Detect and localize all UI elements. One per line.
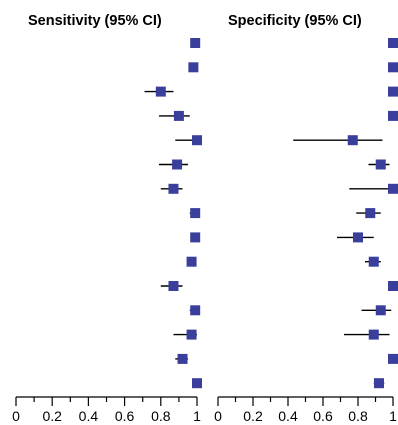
sensitivity-point-estimate xyxy=(177,353,188,364)
specificity-point-estimate xyxy=(368,329,379,340)
sensitivity-tick-label: 0 xyxy=(12,408,20,424)
specificity-point-estimate xyxy=(388,86,398,97)
specificity-point-estimate xyxy=(388,183,398,194)
sensitivity-point-estimate xyxy=(188,62,199,73)
sensitivity-tick-label: 0.8 xyxy=(151,408,171,424)
specificity-point-estimate xyxy=(353,232,363,243)
specificity-tick-label: 0 xyxy=(214,408,222,424)
specificity-point-estimate xyxy=(388,38,398,48)
specificity-point-estimate xyxy=(388,110,398,121)
specificity-tick-label: 0.6 xyxy=(313,408,333,424)
specificity-tick-label: 1 xyxy=(389,408,397,424)
specificity-point-estimate xyxy=(347,135,358,146)
sensitivity-point-estimate xyxy=(168,281,179,291)
sensitivity-point-estimate xyxy=(190,305,201,316)
specificity-point-estimate xyxy=(374,378,384,389)
sensitivity-point-estimate xyxy=(192,378,202,389)
specificity-point-estimate xyxy=(365,208,376,219)
plot-area: 0 0.2 0.4 0.6 0.8 1 0 0.2 0.4 0.6 0.8 1 xyxy=(12,38,398,424)
sensitivity-point-estimate xyxy=(168,183,179,194)
specificity-tick-label: 0.8 xyxy=(348,408,368,424)
specificity-point-estimate xyxy=(368,256,379,267)
sensitivity-title: Sensitivity (95% CI) xyxy=(28,13,162,29)
specificity-point-estimate xyxy=(375,159,386,170)
sensitivity-point-estimate xyxy=(173,110,184,121)
sensitivity-point-estimate xyxy=(192,135,202,146)
sensitivity-point-estimate xyxy=(172,159,183,170)
specificity-point-estimate xyxy=(375,305,386,316)
sensitivity-tick-label: 0.6 xyxy=(115,408,135,424)
specificity-tick-label: 0.4 xyxy=(278,408,298,424)
sensitivity-point-estimate xyxy=(186,256,197,267)
sensitivity-tick-label: 1 xyxy=(193,408,201,424)
sensitivity-point-estimate xyxy=(190,208,201,219)
specificity-title: Specificity (95% CI) xyxy=(228,13,362,29)
sensitivity-tick-label: 0.2 xyxy=(42,408,62,424)
specificity-point-estimate xyxy=(388,62,398,73)
specificity-tick-label: 0.2 xyxy=(243,408,263,424)
sensitivity-point-estimate xyxy=(186,329,197,340)
sensitivity-point-estimate xyxy=(190,232,201,243)
sensitivity-point-estimate xyxy=(190,38,201,48)
sensitivity-point-estimate xyxy=(155,86,166,97)
specificity-point-estimate xyxy=(388,281,398,291)
specificity-point-estimate xyxy=(388,353,398,364)
sensitivity-tick-label: 0.4 xyxy=(79,408,99,424)
